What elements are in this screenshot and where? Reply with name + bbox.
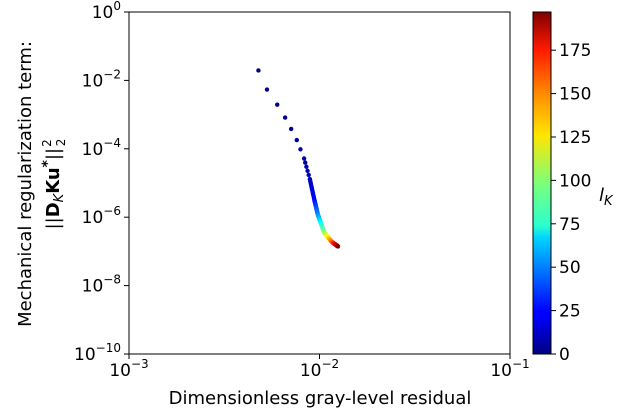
colorbar-tick-label: 125	[559, 128, 591, 148]
data-point	[264, 87, 270, 92]
tick-base: 10	[82, 71, 104, 91]
colorbar-tick-label: 25	[559, 302, 581, 322]
colorbar-tick-label: 75	[559, 215, 581, 235]
symbol-d: D	[43, 202, 64, 217]
colorbar-tick-label: 175	[559, 41, 591, 61]
tick-base: 10	[109, 361, 131, 381]
norm-sub: 2	[54, 139, 68, 147]
data-points	[256, 68, 341, 249]
tick-exponent: −3	[131, 357, 149, 371]
x-axis-ticks: 10−3 10−2 10−1	[109, 354, 530, 381]
x-tick-label: 10−1	[490, 357, 529, 381]
tick-exponent: 0	[113, 0, 121, 13]
data-point	[282, 115, 288, 120]
y-axis-label: Mechanical regularization term:	[15, 41, 36, 327]
symbol-star: *	[40, 159, 56, 167]
norm-close: ||	[43, 148, 64, 160]
tick-exponent: −4	[103, 136, 121, 150]
data-point	[288, 126, 294, 132]
data-point	[306, 172, 311, 178]
tick-exponent: −2	[321, 357, 339, 371]
tick-base: 10	[82, 208, 104, 228]
tick-exponent: −1	[512, 357, 530, 371]
tick-base: 10	[74, 345, 96, 365]
colorbar	[532, 11, 552, 355]
tick-exponent: −6	[103, 204, 121, 218]
tick-exponent: −10	[96, 341, 121, 355]
y-tick-label: 10−10	[74, 341, 121, 365]
colorbar-label-base: l	[599, 185, 604, 206]
tick-base: 10	[490, 361, 512, 381]
data-point	[305, 168, 310, 174]
symbol-ku: Ku	[43, 167, 64, 193]
colorbar-ticks: 0 25 50 75 100 125 150 175	[551, 41, 591, 365]
y-axis-label-formula: ||DKKu*||22	[40, 139, 68, 230]
colorbar-tick-label: 50	[559, 258, 581, 278]
data-point	[294, 137, 299, 143]
x-tick-label: 10−2	[300, 357, 339, 381]
tick-base: 10	[92, 3, 114, 23]
y-axis-label-line2: ||DKKu*||22	[40, 139, 68, 230]
tick-exponent: −2	[103, 67, 121, 81]
colorbar-label: lK	[599, 185, 614, 209]
x-tick-label: 10−3	[109, 357, 148, 381]
y-tick-label: 10−6	[82, 204, 121, 228]
tick-exponent: −8	[103, 273, 121, 287]
y-tick-label: 100	[92, 0, 121, 23]
data-point	[335, 244, 341, 249]
tick-base: 10	[300, 361, 322, 381]
colorbar-tick-label: 150	[559, 85, 591, 105]
colorbar-tick-label: 0	[559, 345, 570, 365]
colorbar-tick-label: 100	[559, 171, 591, 191]
data-point	[298, 147, 303, 152]
data-point	[301, 156, 307, 161]
colorbar-label-sub: K	[604, 194, 614, 209]
y-tick-label: 10−8	[82, 273, 121, 297]
y-axis-label-line1: Mechanical regularization term:	[15, 41, 36, 327]
symbol-k-sub: K	[52, 192, 67, 202]
data-point	[304, 164, 309, 169]
data-point	[256, 68, 261, 73]
tick-base: 10	[82, 140, 104, 160]
norm-open: ||	[43, 217, 64, 229]
norm-sup: 2	[40, 139, 54, 147]
data-point	[275, 102, 280, 107]
data-point	[303, 160, 308, 165]
y-tick-label: 10−4	[82, 136, 121, 160]
plot-area	[128, 11, 511, 355]
tick-base: 10	[82, 277, 104, 297]
y-tick-label: 10−2	[82, 67, 121, 91]
x-axis-label: Dimensionless gray-level residual	[169, 388, 472, 409]
